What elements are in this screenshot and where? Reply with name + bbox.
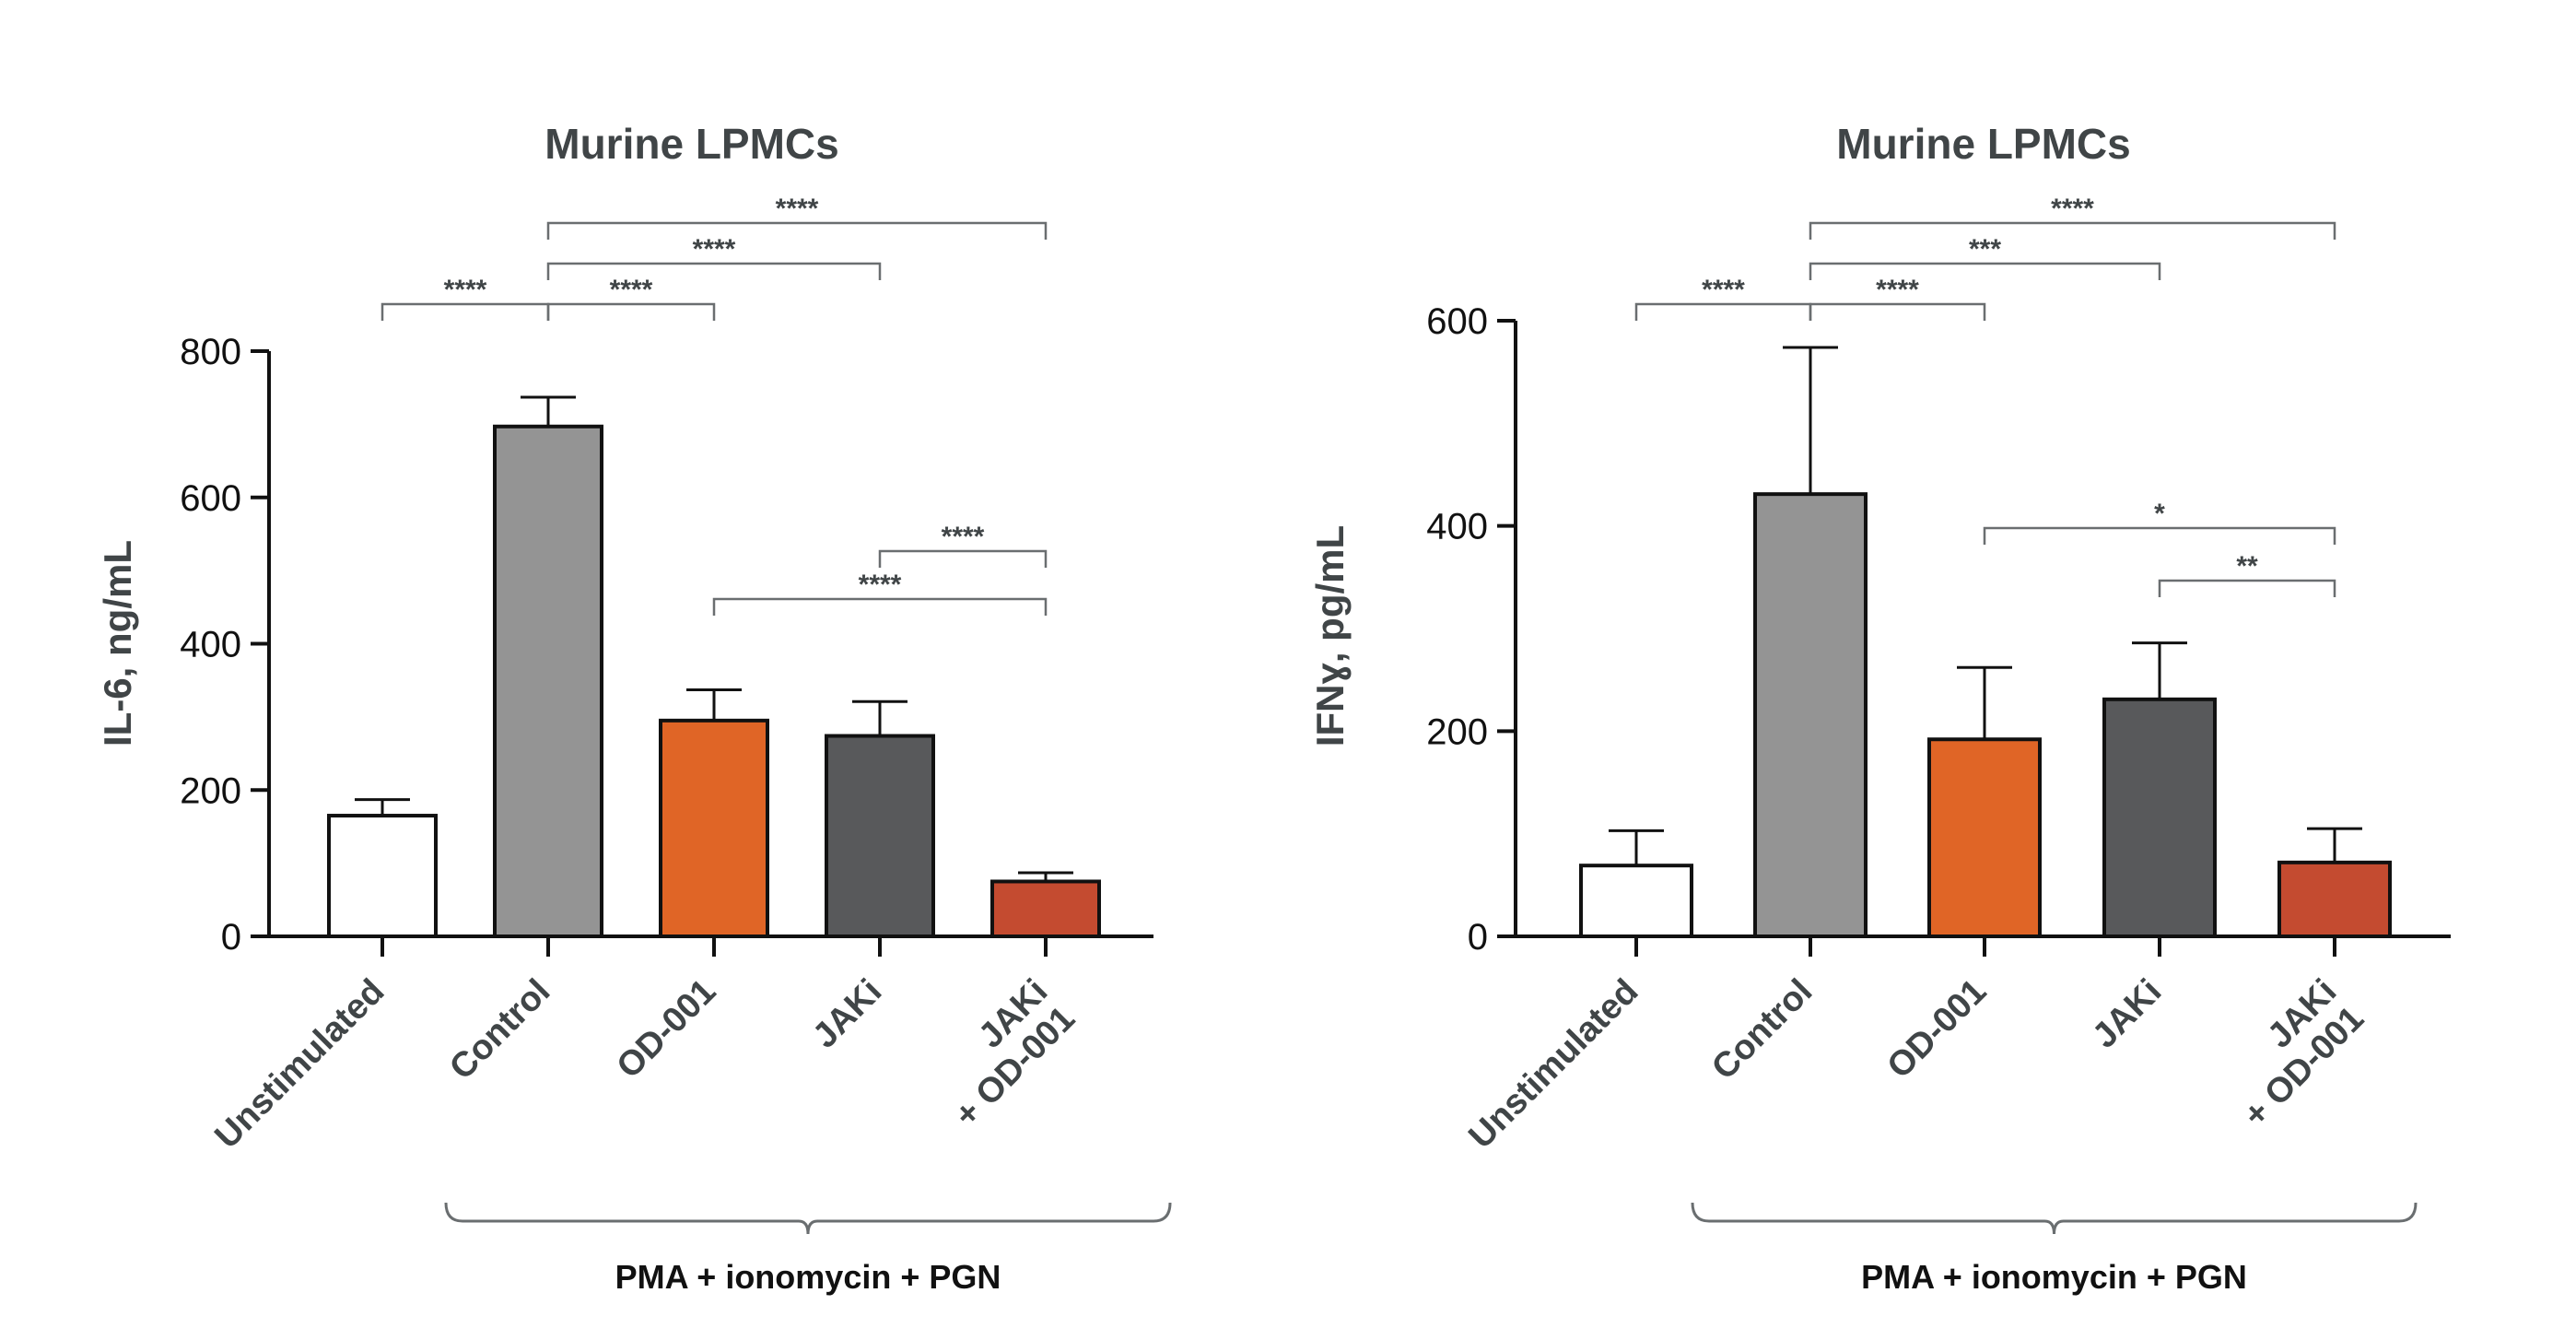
x-category-label: Unstimulated <box>207 972 392 1157</box>
significance-label: *** <box>1969 234 2001 264</box>
group-label: PMA + ionomycin + PGN <box>1861 1258 2247 1296</box>
significance-bracket <box>878 549 1048 568</box>
y-tick-label: 0 <box>1468 917 1488 958</box>
x-category-label: Control <box>1704 972 1820 1087</box>
bar-unstimulated <box>1579 864 1693 938</box>
significance-bracket <box>546 302 716 321</box>
bar-jaki <box>2277 860 2392 939</box>
y-axis-label: IFNɣ, pg/mL <box>1308 525 1352 746</box>
y-tick-label: 0 <box>221 917 241 958</box>
significance-label: **** <box>1876 275 1919 305</box>
x-category-label: JAKi <box>805 972 889 1056</box>
chart-title: Murine LPMCs <box>1836 120 2130 168</box>
bar-jaki <box>825 734 935 939</box>
significance-bracket <box>546 221 1048 240</box>
significance-bracket <box>712 597 1048 616</box>
significance-label: **** <box>2051 194 2094 224</box>
x-category-label: Unstimulated <box>1461 972 1645 1157</box>
bar-od-001 <box>659 718 769 938</box>
significance-label: **** <box>1702 275 1745 305</box>
significance-bracket <box>1634 302 1812 321</box>
y-tick-label: 600 <box>1426 301 1488 342</box>
significance-label: * <box>2154 499 2165 529</box>
significance-bracket <box>2158 579 2336 597</box>
y-tick-label: 400 <box>180 625 241 665</box>
bar-jaki <box>2102 697 2217 938</box>
group-brace <box>1691 1202 2418 1235</box>
significance-bracket <box>1809 262 2161 280</box>
bar-od-001 <box>1927 737 2042 938</box>
significance-bracket <box>1983 526 2336 545</box>
significance-label: **** <box>859 570 902 600</box>
y-tick-label: 600 <box>180 478 241 519</box>
significance-label: **** <box>942 522 985 552</box>
ifng-chart-panel: Murine LPMCs IFNɣ, pg/mL 0 200 400 600 Unstimu… <box>1308 120 2451 1296</box>
y-axis-label: IL-6, ng/mL <box>96 540 139 746</box>
significance-label: ** <box>2236 551 2258 582</box>
significance-label: **** <box>444 275 487 305</box>
y-tick-label: 200 <box>180 770 241 811</box>
significance-bracket <box>546 262 882 280</box>
x-category-label: JAKi+ OD-001 <box>919 972 1083 1135</box>
significance-label: **** <box>776 194 819 224</box>
significance-bracket <box>1809 221 2336 240</box>
significance-label: **** <box>693 234 736 264</box>
y-tick-label: 200 <box>1426 711 1488 752</box>
y-tick-label: 400 <box>1426 507 1488 547</box>
group-label: PMA + ionomycin + PGN <box>615 1258 1001 1296</box>
bar-control <box>493 424 603 939</box>
x-category-label: OD-001 <box>1880 972 1995 1087</box>
group-brace <box>444 1202 1172 1235</box>
significance-label: **** <box>610 275 653 305</box>
x-category-label: JAKi <box>2085 972 2169 1056</box>
significance-bracket <box>381 302 550 321</box>
bar-jaki <box>990 879 1101 938</box>
bar-unstimulated <box>327 814 438 938</box>
x-category-label: OD-001 <box>610 972 724 1087</box>
x-category-label: Control <box>442 972 557 1087</box>
chart-title: Murine LPMCs <box>544 120 838 168</box>
bar-control <box>1753 492 1868 938</box>
y-tick-label: 800 <box>180 332 241 372</box>
x-category-label: JAKi+ OD-001 <box>2208 972 2371 1135</box>
il6-chart-panel: Murine LPMCs IL-6, ng/mL 0 200 400 600 800 Unst… <box>96 120 1172 1296</box>
significance-bracket <box>1809 302 1986 321</box>
